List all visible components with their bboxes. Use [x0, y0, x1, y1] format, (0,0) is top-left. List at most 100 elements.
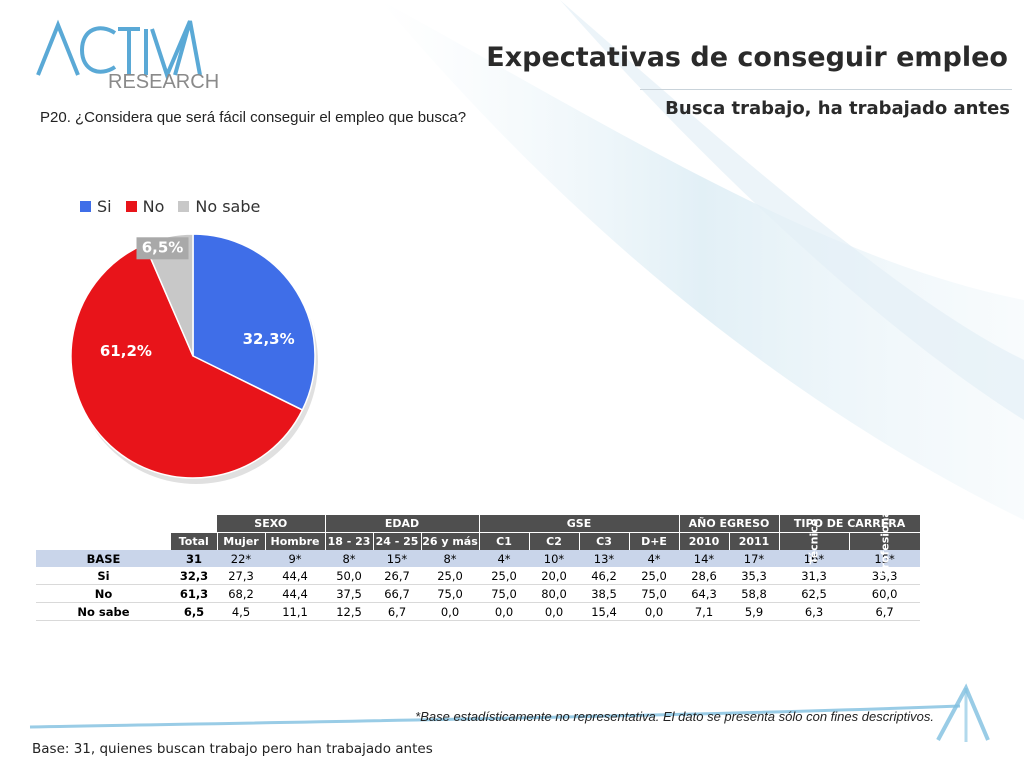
legend-label: No sabe — [195, 197, 261, 216]
table-cell: 10* — [529, 550, 579, 567]
table-cell: 50,0 — [325, 567, 373, 585]
table-cell: 66,7 — [373, 584, 421, 603]
table-cell: 6,7 — [373, 602, 421, 621]
table-cell: 68,2 — [217, 584, 265, 603]
table-cell: 62,5 — [779, 584, 849, 603]
slice-label-si: 32,3% — [243, 330, 295, 348]
table-cell: 6,3 — [779, 602, 849, 621]
table-cell: 0,0 — [529, 602, 579, 621]
table-cell: 17* — [729, 550, 779, 567]
table-cell: 35,3 — [729, 567, 779, 585]
table-cell: 15* — [373, 550, 421, 567]
table-cell: 14* — [679, 550, 729, 567]
pie-slice-si — [192, 233, 316, 412]
column-header-total: Total — [171, 532, 218, 550]
table-cell: 58,8 — [729, 584, 779, 603]
column-header-label: C1 — [496, 535, 512, 548]
slice-label-background — [136, 237, 189, 260]
table-cell: 4,5 — [217, 602, 265, 621]
table-cell: 27,3 — [217, 567, 265, 585]
legend-item-no: No — [125, 197, 164, 216]
column-header-26-y-más: 26 y más — [421, 532, 480, 550]
column-header-label: 2011 — [738, 535, 770, 548]
table-cell: 9* — [265, 550, 325, 567]
table-group-header-row: SEXO EDAD GSE AÑO EGRESO TIPO DE CARRERA — [36, 515, 921, 533]
table-cell: 11,1 — [265, 602, 325, 621]
column-header-label: 18 - 23 — [327, 535, 371, 548]
base-note: Base: 31, quienes buscan trabajo pero ha… — [32, 741, 433, 757]
group-header-sexo: SEXO — [217, 515, 326, 533]
legend-item-no-sabe: No sabe — [178, 197, 260, 216]
slice-label-no-sabe: 6,5% — [142, 238, 184, 256]
table-cell: 60,0 — [849, 584, 921, 603]
table-cell: 46,2 — [579, 567, 629, 585]
column-header-label: Hombre — [270, 535, 320, 548]
column-header-label: C3 — [596, 535, 612, 548]
column-header-técnico: Técnico — [779, 519, 850, 564]
table-cell: 75,0 — [479, 584, 529, 603]
table-cell: 25,0 — [479, 567, 529, 585]
column-header-hombre: Hombre — [265, 532, 326, 550]
table-cell: 7,1 — [679, 602, 729, 621]
table-cell: 31 — [171, 550, 217, 567]
table-row-si: Si 32,3 27,3 44,4 50,0 26,7 25,0 25,0 20,0 46,2 25… — [36, 567, 921, 585]
page-title: Expectativas de conseguir empleo — [486, 42, 1008, 73]
table-cell: 25,0 — [629, 567, 679, 585]
column-header-mujer: Mujer — [217, 532, 266, 550]
column-header-2010: 2010 — [679, 532, 730, 550]
row-label: BASE — [36, 550, 171, 567]
table-cell: 6,7 — [849, 602, 921, 621]
table-cell: 0,0 — [479, 602, 529, 621]
crosstab-table: SEXO EDAD GSE AÑO EGRESO TIPO DE CARRERA… — [36, 506, 921, 621]
table-cell: 61,3 — [171, 584, 217, 603]
column-header-label: D+E — [641, 535, 667, 548]
column-header-label: 26 y más — [422, 535, 478, 548]
table-row-base: BASE 31 22* 9* 8* 15* 8* 4* 10* 13* 4* 14* 17* 16* 15* — [36, 550, 921, 567]
column-header-c2: C2 — [529, 532, 580, 550]
column-header-label: 24 - 25 — [375, 535, 419, 548]
table-cell: 38,5 — [579, 584, 629, 603]
row-label: Si — [36, 567, 171, 585]
column-header-label: Mujer — [223, 535, 259, 548]
table-cell: 32,3 — [171, 567, 217, 585]
logo-mark-icon — [36, 19, 202, 81]
table-cell: 20,0 — [529, 567, 579, 585]
table-cell: 64,3 — [679, 584, 729, 603]
table-cell: 31,3 — [779, 567, 849, 585]
page-subtitle: Busca trabajo, ha trabajado antes — [665, 98, 1010, 119]
table-cell: 0,0 — [421, 602, 479, 621]
column-header-c1: C1 — [479, 532, 530, 550]
column-header-label: C2 — [546, 535, 562, 548]
table-cell: 22* — [217, 550, 265, 567]
table-cell: 37,5 — [325, 584, 373, 603]
table-cell: 13* — [579, 550, 629, 567]
table-cell: 75,0 — [629, 584, 679, 603]
group-header-gse: GSE — [479, 515, 680, 533]
question-text: P20. ¿Considera que será fácil conseguir… — [40, 109, 467, 126]
pie-chart: 32,3% 61,2% 6,5% — [70, 233, 318, 484]
table-cell: 5,9 — [729, 602, 779, 621]
pie-slice-no — [70, 243, 304, 479]
table-cell: 8* — [421, 550, 479, 567]
logo-text: RESEARCH — [108, 71, 220, 93]
table-cell: 75,0 — [421, 584, 479, 603]
column-header-24-25: 24 - 25 — [373, 532, 422, 550]
chart-legend: Si No No sabe — [80, 197, 260, 216]
table-cell: 28,6 — [679, 567, 729, 585]
footnote: *Base estadísticamente no representativa… — [415, 709, 934, 724]
legend-swatch — [125, 201, 137, 212]
column-header-18-23: 18 - 23 — [325, 532, 374, 550]
table-cell: 33,3 — [849, 567, 921, 585]
slice-label-no: 61,2% — [100, 342, 152, 360]
title-divider — [640, 89, 1012, 90]
table-cell: 0,0 — [629, 602, 679, 621]
table-cell: 44,4 — [265, 567, 325, 585]
table-cell: 80,0 — [529, 584, 579, 603]
group-header-tipo-carrera: TIPO DE CARRERA — [779, 515, 921, 533]
table-cell: 15* — [849, 550, 921, 567]
legend-swatch — [178, 201, 190, 212]
legend-item-si: Si — [80, 197, 112, 216]
table-cell: 4* — [629, 550, 679, 567]
column-header-profesional: Profesional — [849, 506, 921, 577]
